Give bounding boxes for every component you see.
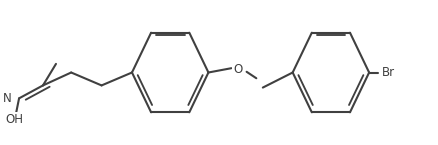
Text: Br: Br [382, 66, 395, 79]
Text: OH: OH [6, 113, 24, 126]
Text: O: O [233, 63, 243, 76]
Text: N: N [3, 92, 11, 105]
